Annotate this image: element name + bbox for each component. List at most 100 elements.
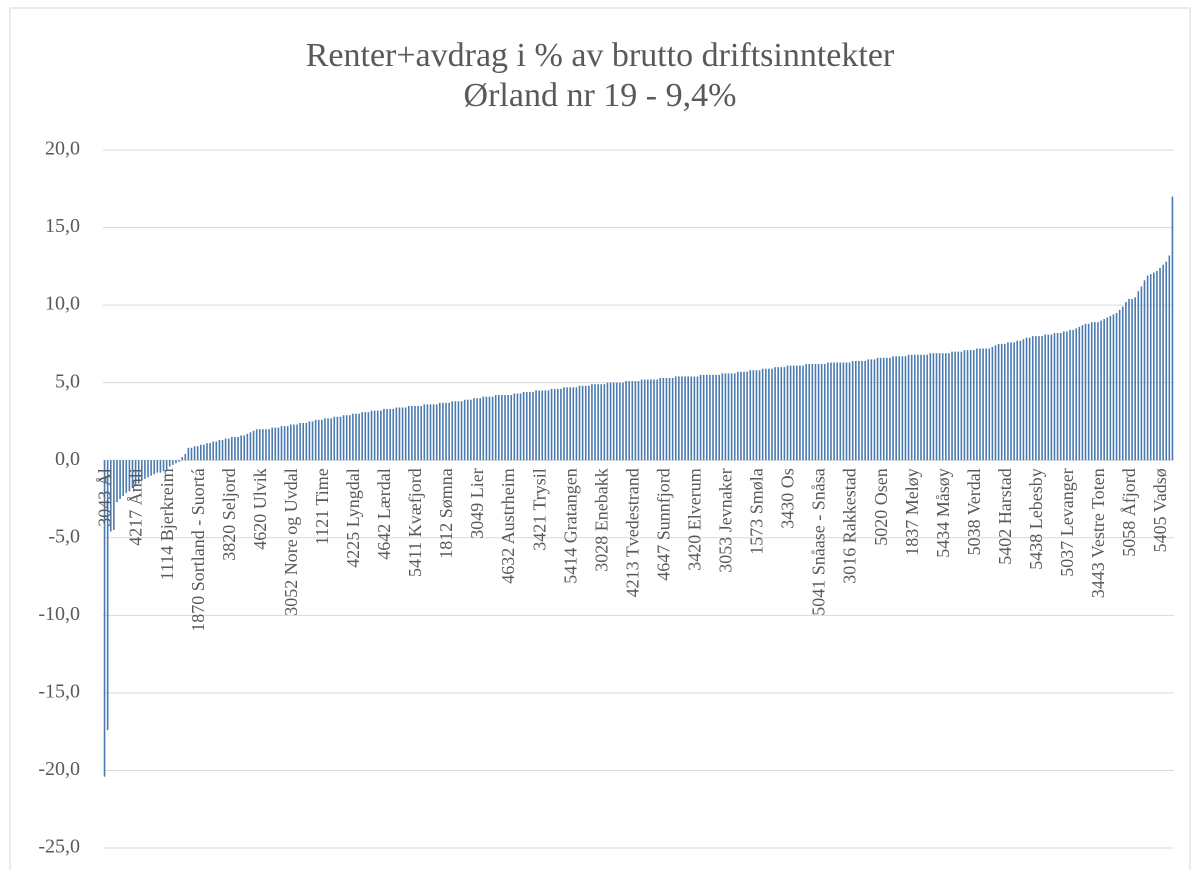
bar [882,357,885,461]
bar [463,399,466,461]
bar [920,354,922,461]
bar [712,374,714,461]
bar [258,429,261,461]
bar [705,374,708,461]
x-tick-label: 5402 Harstad [995,468,1015,564]
bar [631,381,634,461]
bar [917,354,919,461]
x-tick-label: 4225 Lyngdal [343,468,363,568]
bar [743,371,745,461]
bar [1112,314,1115,461]
bar [948,353,950,461]
bar [1019,340,1022,461]
bar [1149,274,1152,461]
bar [119,460,121,499]
bar [168,460,171,467]
x-tick-label: 5405 Vadsø [1150,468,1170,552]
bar [737,371,739,461]
bar [113,460,115,531]
bar [1159,267,1161,461]
bar [308,421,311,461]
bar [764,368,767,461]
bar [842,362,845,461]
x-tick-label: 3016 Rakkestad [840,468,860,583]
bar [606,382,609,461]
bar [556,388,559,461]
bar [1056,333,1059,461]
x-tick-label: 3421 Trysil [529,468,549,551]
bar [199,444,202,461]
bar [951,351,953,461]
bar [907,354,910,461]
bar [342,415,345,461]
bar [218,440,221,461]
bar [941,353,944,461]
bar [414,405,416,461]
bar [625,381,627,461]
bar [681,376,683,461]
bar [938,353,941,461]
x-tick-label: 4647 Sunnfjord [653,468,673,581]
bar [979,348,981,461]
bar [578,385,581,461]
bar [150,460,152,476]
bar [1028,337,1031,461]
bar [1121,306,1124,461]
bar [615,382,618,461]
bar [758,370,761,461]
bar [187,447,190,461]
x-tick-label: 3820 Seljord [219,468,239,561]
bar [581,385,584,461]
bar [1000,343,1003,461]
bar [271,427,273,461]
bar [563,387,565,461]
bar [1084,323,1087,461]
bar [364,412,367,461]
bar [547,390,550,461]
bar [761,368,764,461]
x-tick-label: 3420 Elverum [685,468,705,570]
bar [286,426,289,461]
bar [498,395,500,461]
bar [240,435,242,461]
bar [864,360,866,461]
bar [594,384,596,461]
bar [796,365,798,461]
x-tick-label: 3028 Enebakk [591,468,611,571]
bar [141,460,143,481]
bar [373,410,376,461]
bar [209,443,211,461]
x-tick-label: 5414 Gratangen [560,468,580,583]
bar [622,382,624,461]
x-tick-label: 3043 Ål [95,468,115,527]
bar [799,365,801,461]
bar [134,460,137,486]
bar [386,409,388,461]
bar [808,364,811,461]
bar [904,356,907,461]
bar [1143,280,1146,461]
bar [699,374,702,461]
bar [687,376,689,461]
bar [305,422,308,461]
bar [103,460,106,777]
bar [873,359,876,461]
bar [637,381,640,461]
bar [827,362,829,461]
bar [811,364,814,461]
bar [144,460,146,479]
bar [116,460,118,503]
bar [1075,328,1078,461]
bar [1090,322,1093,461]
bar [1004,343,1006,461]
bar [504,395,506,461]
bar [600,384,603,461]
bar [507,395,509,461]
bar [678,376,680,461]
bar [836,362,838,461]
bar [1100,320,1102,461]
x-tick-label: 5020 Osen [871,468,891,546]
x-tick-label: 1870 Sortland - Suortá [188,468,208,632]
bar [1047,334,1050,461]
